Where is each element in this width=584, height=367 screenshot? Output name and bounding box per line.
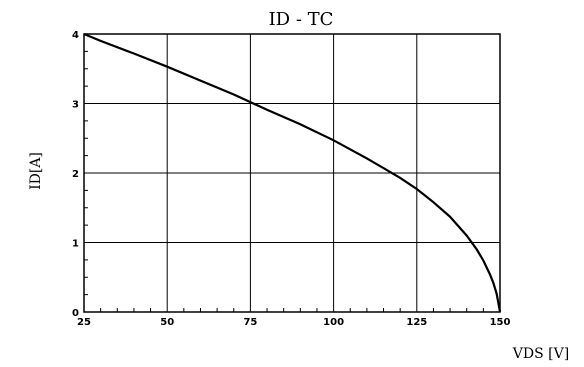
grid (84, 34, 500, 312)
x-tick-label: 100 (323, 317, 344, 328)
plot-frame (83, 33, 501, 313)
x-tick-label: 150 (490, 317, 511, 328)
tick-labels: 25 50 75 100 125 150 0 1 2 3 4 (72, 30, 510, 328)
y-tick-label: 4 (72, 30, 79, 41)
x-tick-label: 25 (77, 317, 91, 328)
y-axis-label: ID[A] (28, 152, 44, 190)
x-tick-label: 125 (406, 317, 427, 328)
chart-title: ID - TC (269, 9, 334, 30)
y-tick-label: 1 (72, 239, 79, 250)
x-tick-label: 75 (243, 317, 257, 328)
y-tick-label: 2 (72, 169, 79, 180)
y-tick-label: 3 (72, 100, 79, 111)
y-tick-label: 0 (72, 308, 79, 319)
x-axis-label: VDS [V] (512, 346, 569, 362)
series-line (83, 32, 502, 313)
x-tick-label: 50 (160, 317, 174, 328)
